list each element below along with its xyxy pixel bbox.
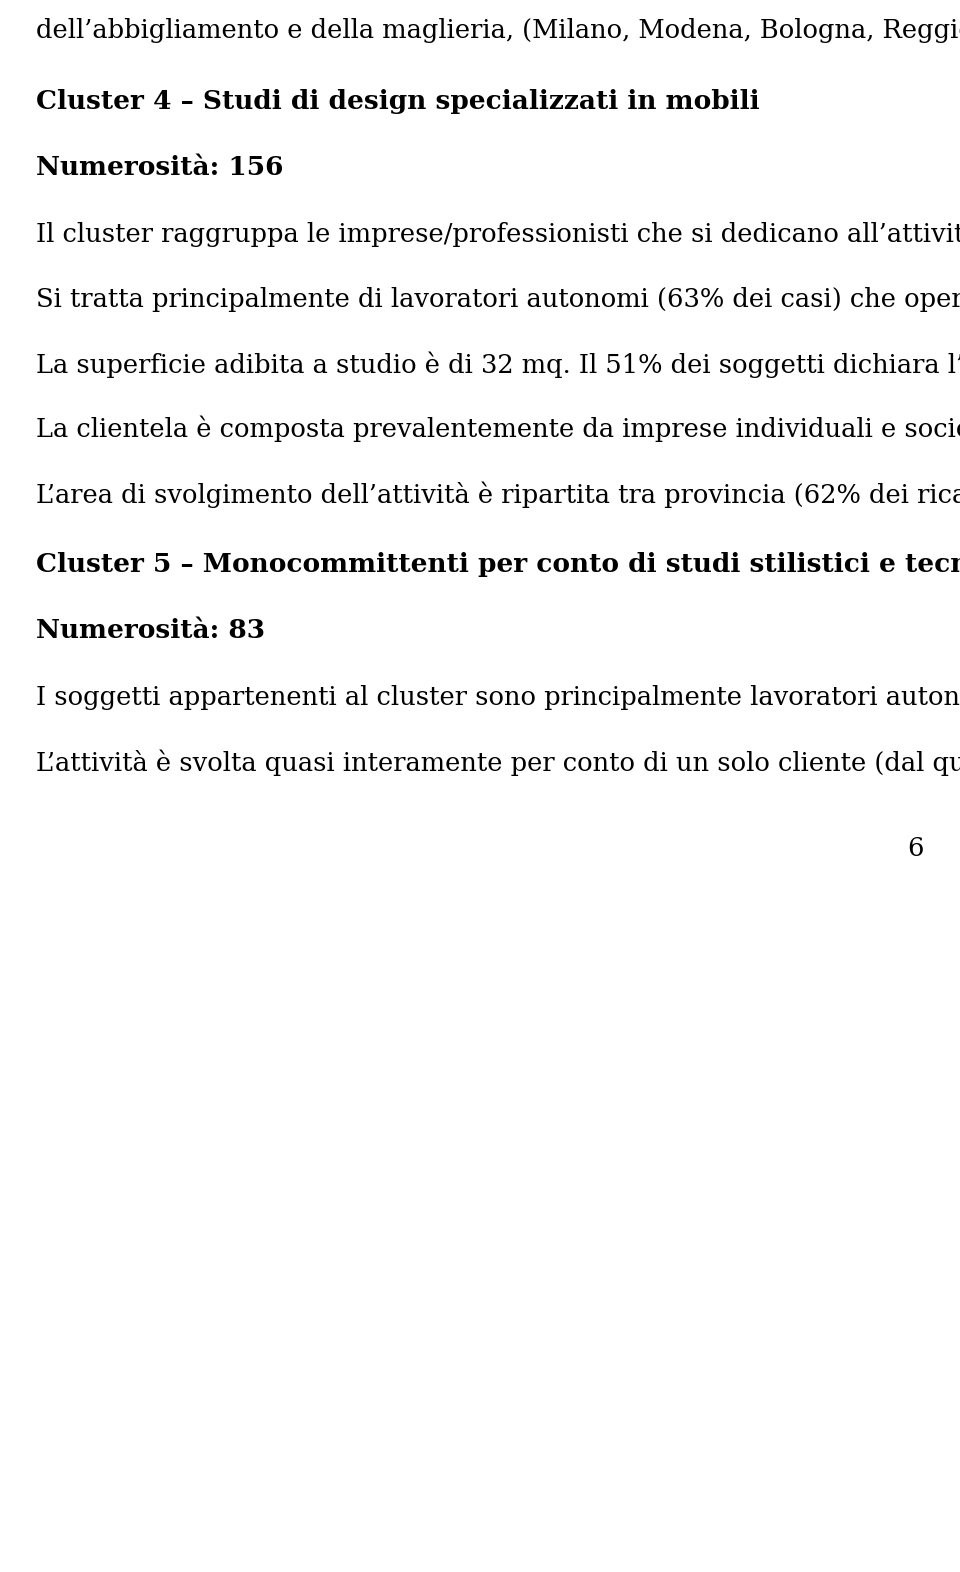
Text: Numerosità: 83: Numerosità: 83 [36, 618, 265, 643]
Text: La clientela è composta prevalentemente da imprese individuali e società private: La clientela è composta prevalentemente … [36, 417, 960, 442]
Text: dell’abbigliamento e della maglieria, (Milano, Modena, Bologna, Reggio Emilia) e: dell’abbigliamento e della maglieria, (M… [36, 17, 960, 42]
Text: I soggetti appartenenti al cluster sono principalmente lavoratori autonomi (75% : I soggetti appartenenti al cluster sono … [36, 684, 960, 711]
Text: Si tratta principalmente di lavoratori autonomi (63% dei casi) che operano da so: Si tratta principalmente di lavoratori a… [36, 286, 960, 313]
Text: L’area di svolgimento dell’attività è ripartita tra provincia (62% dei ricavi ne: L’area di svolgimento dell’attività è ri… [36, 481, 960, 508]
Text: L’attività è svolta quasi interamente per conto di un solo cliente (dal quale de: L’attività è svolta quasi interamente pe… [36, 748, 960, 775]
Text: 6: 6 [907, 836, 924, 861]
Text: Numerosità: 156: Numerosità: 156 [36, 156, 283, 181]
Text: Cluster 4 – Studi di design specializzati in mobili: Cluster 4 – Studi di design specializzat… [36, 90, 759, 115]
Text: Cluster 5 – Monocommittenti per conto di studi stilistici e tecnici: Cluster 5 – Monocommittenti per conto di… [36, 552, 960, 577]
Text: Il cluster raggruppa le imprese/professionisti che si dedicano all’attività di d: Il cluster raggruppa le imprese/professi… [36, 222, 960, 247]
Text: La superficie adibita a studio è di 32 mq. Il 51% dei soggetti dichiara l’uso pr: La superficie adibita a studio è di 32 m… [36, 351, 960, 377]
